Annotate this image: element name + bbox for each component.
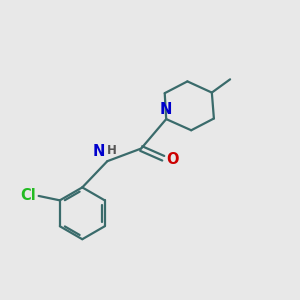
Text: H: H [107, 144, 117, 157]
Text: Cl: Cl [20, 188, 36, 203]
Text: O: O [166, 152, 179, 167]
Text: N: N [93, 144, 105, 159]
Text: N: N [160, 102, 172, 117]
